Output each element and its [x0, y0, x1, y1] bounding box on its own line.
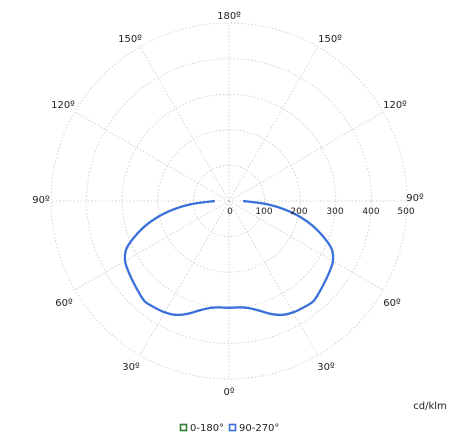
angle-label-120-right: 120º — [383, 100, 407, 111]
grid-spoke-240 — [74, 111, 230, 202]
radial-tick-0: 0 — [227, 207, 233, 217]
legend-label-90-270: 90-270° — [239, 423, 279, 434]
grid-spoke-330 — [139, 200, 230, 356]
radial-tick-300: 300 — [326, 207, 343, 217]
angle-label-90-right: 90º — [406, 193, 424, 204]
angle-label-150-right: 150º — [318, 34, 342, 45]
grid-spoke-300 — [74, 200, 230, 291]
intensity-curves — [123, 199, 335, 317]
legend-label-0-180: 0-180° — [190, 423, 224, 434]
grid-circle-300 — [121, 93, 337, 309]
legend-swatch-90-270 — [228, 423, 237, 432]
legend-item-0-180: 0-180° — [179, 423, 224, 434]
angle-label-90-left: 90º — [32, 195, 50, 206]
grid-circle-500 — [50, 22, 408, 380]
angle-label-30-left: 30º — [122, 362, 140, 373]
grid-spoke-60 — [228, 200, 384, 291]
angle-label-30-right: 30º — [317, 362, 335, 373]
grid-circle-400 — [86, 58, 372, 344]
radial-tick-500: 500 — [397, 207, 414, 217]
series-curve-90-270- — [123, 199, 335, 317]
angle-label-150-left: 150º — [118, 34, 142, 45]
grid-spoke-30 — [228, 200, 319, 356]
grid-spoke-150 — [228, 46, 319, 202]
angle-label-180: 180º — [217, 11, 241, 22]
radial-tick-100: 100 — [255, 207, 272, 217]
angle-label-120-left: 120º — [51, 100, 75, 111]
axis-labels: 180º 150º 150º 120º 120º 90º 90º 60º 60º… — [32, 11, 446, 412]
radial-tick-200: 200 — [290, 207, 307, 217]
angle-label-60-left: 60º — [55, 298, 73, 309]
unit-label: cd/klm — [413, 401, 447, 412]
polar-grid — [50, 22, 408, 380]
legend: 0-180° 90-270° — [179, 423, 279, 434]
grid-spoke-210 — [139, 46, 230, 202]
legend-item-90-270: 90-270° — [228, 423, 279, 434]
angle-label-60-right: 60º — [383, 298, 401, 309]
grid-spoke-120 — [228, 111, 384, 202]
angle-label-0: 0º — [223, 387, 234, 398]
radial-tick-400: 400 — [362, 207, 379, 217]
legend-swatch-0-180 — [179, 423, 188, 432]
